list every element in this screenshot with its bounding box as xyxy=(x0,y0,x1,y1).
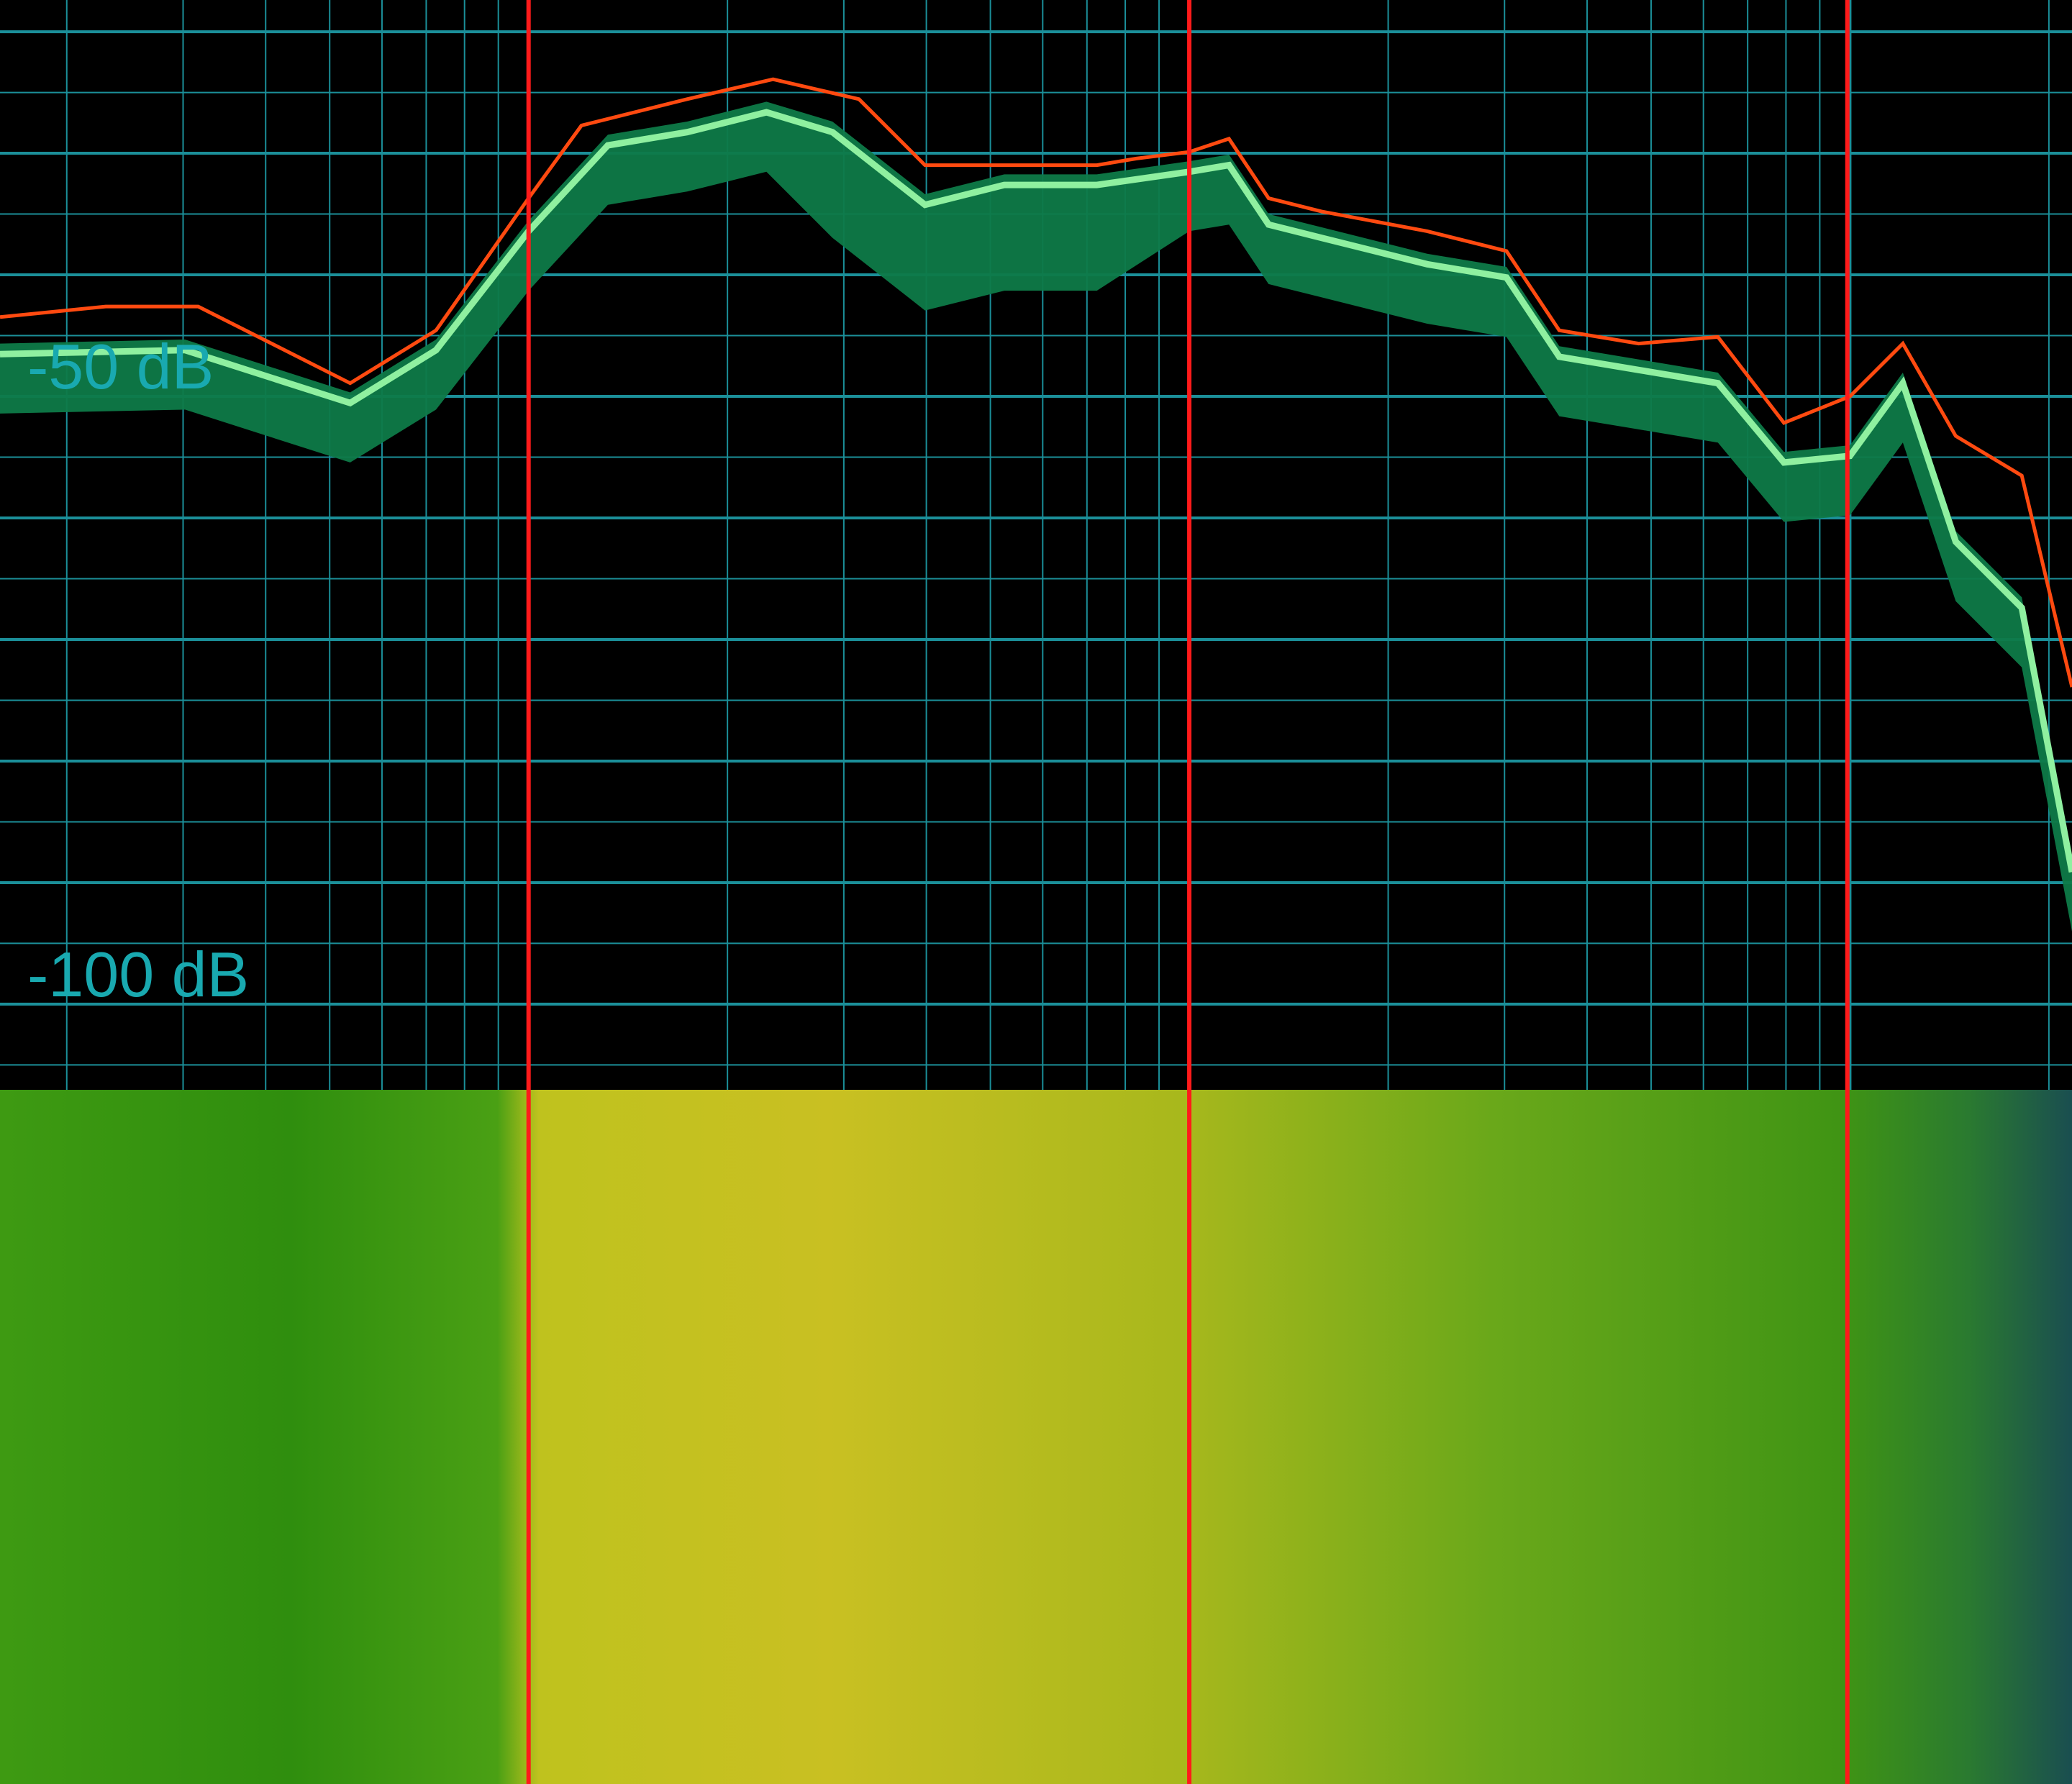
markers xyxy=(526,0,1850,1784)
spectrum-range xyxy=(0,101,2072,932)
average-curve xyxy=(0,109,2072,873)
spectrogram xyxy=(0,1090,2072,1784)
db-label: -100 dB xyxy=(27,939,249,1010)
db-label: -50 dB xyxy=(27,331,214,402)
